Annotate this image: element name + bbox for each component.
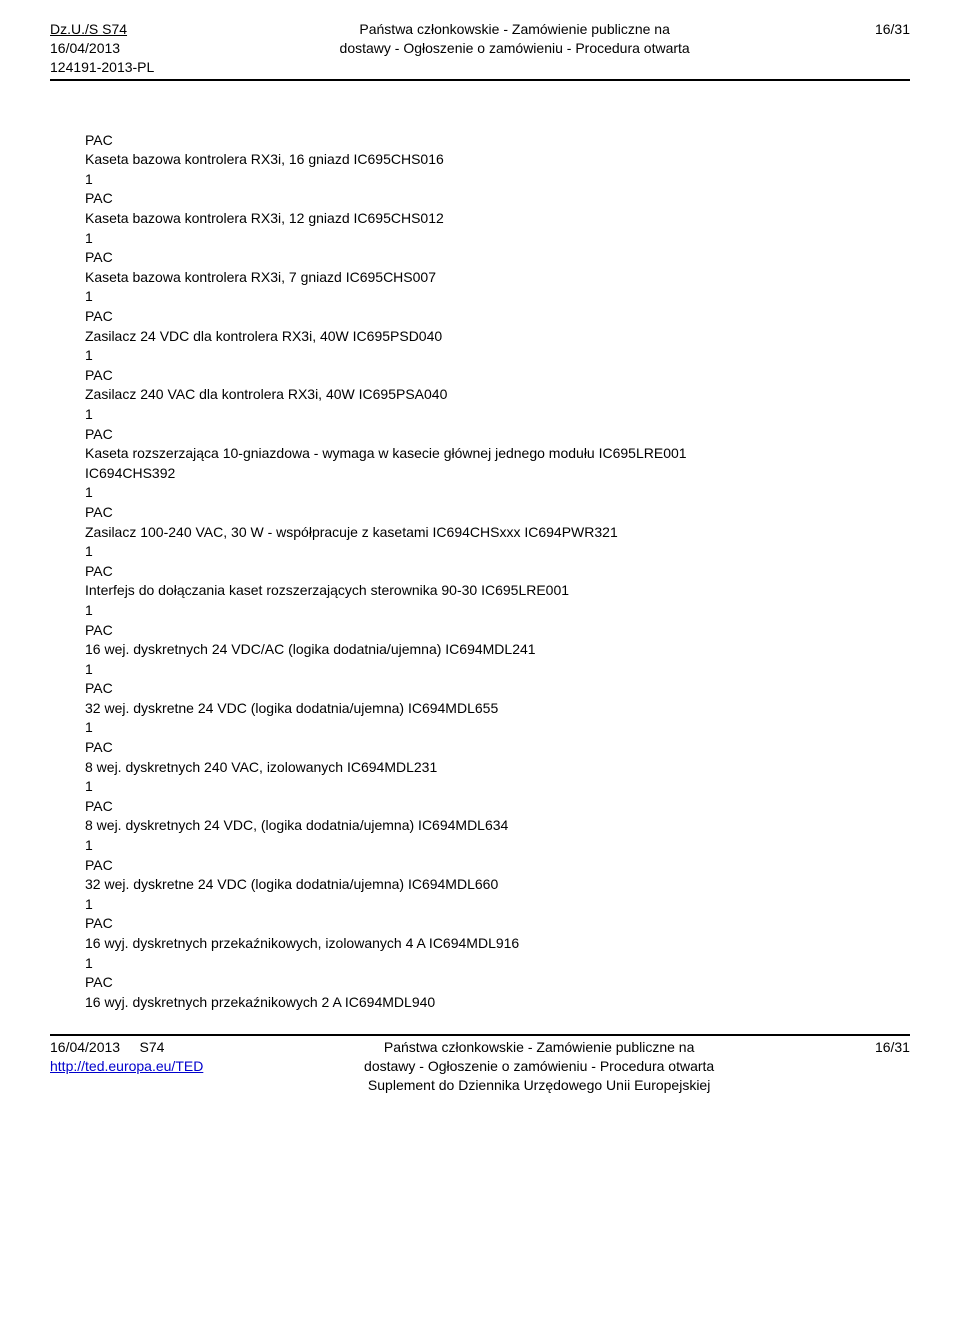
body-line: 1 [85,954,910,974]
footer-center-line1: Państwa członkowskie - Zamówienie public… [384,1039,694,1055]
document-body: PACKaseta bazowa kontrolera RX3i, 16 gni… [50,131,910,1013]
body-line: PAC [85,189,910,209]
body-line: 16 wyj. dyskretnych przekaźnikowych 2 A … [85,993,910,1013]
body-line: 1 [85,542,910,562]
header-left: Dz.U./S S74 16/04/2013 124191-2013-PL [50,20,154,77]
body-line: 16 wej. dyskretnych 24 VDC/AC (logika do… [85,640,910,660]
body-line: PAC [85,131,910,151]
body-line: Zasilacz 24 VDC dla kontrolera RX3i, 40W… [85,327,910,347]
header-center: Państwa członkowskie - Zamówienie public… [340,20,690,58]
page-footer: 16/04/2013 S74 http://ted.europa.eu/TED … [50,1034,910,1095]
header-date: 16/04/2013 [50,40,120,56]
body-line: PAC [85,248,910,268]
body-line: Kaseta rozszerzająca 10-gniazdowa - wyma… [85,444,910,464]
body-line: PAC [85,425,910,445]
body-line: PAC [85,679,910,699]
body-line: Interfejs do dołączania kaset rozszerzaj… [85,581,910,601]
header-center-line1: Państwa członkowskie - Zamówienie public… [359,21,669,37]
body-line: PAC [85,738,910,758]
body-line: PAC [85,797,910,817]
body-line: PAC [85,856,910,876]
body-line: PAC [85,307,910,327]
body-line: Zasilacz 100-240 VAC, 30 W - współpracuj… [85,523,910,543]
page-header: Dz.U./S S74 16/04/2013 124191-2013-PL Pa… [50,20,910,81]
body-line: 32 wej. dyskretne 24 VDC (logika dodatni… [85,699,910,719]
footer-page-num: 16/31 [875,1039,910,1055]
header-right: 16/31 [875,20,910,39]
header-center-line2: dostawy - Ogłoszenie o zamówieniu - Proc… [340,40,690,56]
footer-left: 16/04/2013 S74 http://ted.europa.eu/TED [50,1038,203,1076]
body-line: 1 [85,718,910,738]
header-doc-id: 124191-2013-PL [50,59,154,75]
body-line: IC694CHS392 [85,464,910,484]
footer-right: 16/31 [875,1038,910,1057]
footer-center: Państwa członkowskie - Zamówienie public… [364,1038,714,1095]
body-line: 1 [85,346,910,366]
footer-url: http://ted.europa.eu/TED [50,1058,203,1074]
footer-center-line2: dostawy - Ogłoszenie o zamówieniu - Proc… [364,1058,714,1074]
header-oj-ref: Dz.U./S S74 [50,21,127,37]
body-line: PAC [85,366,910,386]
body-line: Kaseta bazowa kontrolera RX3i, 7 gniazd … [85,268,910,288]
body-line: 1 [85,601,910,621]
body-line: PAC [85,503,910,523]
body-line: Kaseta bazowa kontrolera RX3i, 16 gniazd… [85,150,910,170]
body-line: 1 [85,777,910,797]
body-line: PAC [85,914,910,934]
body-line: Kaseta bazowa kontrolera RX3i, 12 gniazd… [85,209,910,229]
footer-center-line3: Suplement do Dziennika Urzędowego Unii E… [368,1077,710,1093]
header-page-num: 16/31 [875,21,910,37]
body-line: PAC [85,973,910,993]
body-line: Zasilacz 240 VAC dla kontrolera RX3i, 40… [85,385,910,405]
body-line: 1 [85,895,910,915]
body-line: 16 wyj. dyskretnych przekaźnikowych, izo… [85,934,910,954]
body-line: 1 [85,229,910,249]
body-line: 1 [85,287,910,307]
body-line: 1 [85,170,910,190]
body-line: PAC [85,562,910,582]
body-line: PAC [85,621,910,641]
body-line: 32 wej. dyskretne 24 VDC (logika dodatni… [85,875,910,895]
footer-date: 16/04/2013 [50,1039,120,1055]
footer-issue: S74 [140,1039,165,1055]
body-line: 8 wej. dyskretnych 24 VDC, (logika dodat… [85,816,910,836]
body-line: 1 [85,405,910,425]
body-line: 1 [85,483,910,503]
body-line: 8 wej. dyskretnych 240 VAC, izolowanych … [85,758,910,778]
body-line: 1 [85,660,910,680]
body-line: 1 [85,836,910,856]
